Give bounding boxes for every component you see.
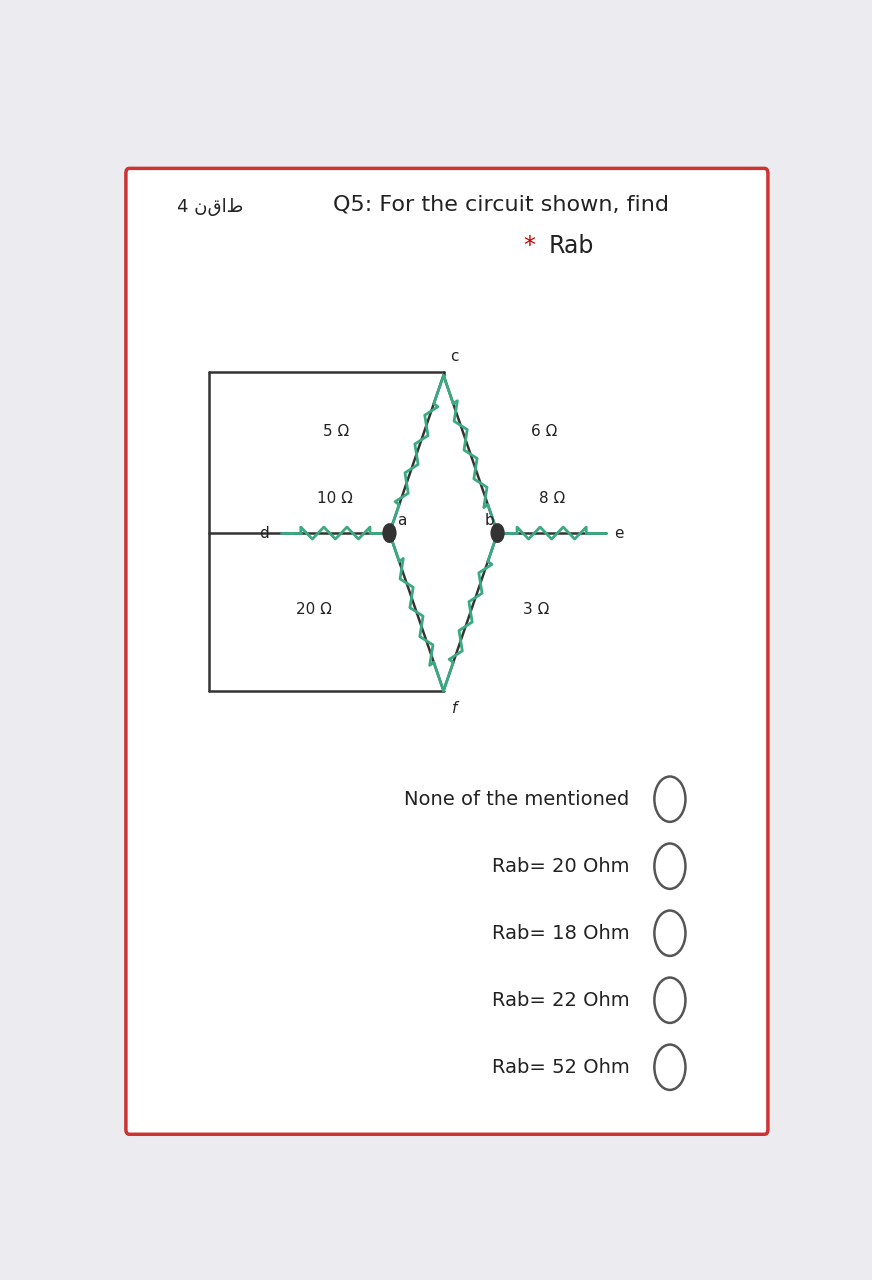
Text: Q5: For the circuit shown, find: Q5: For the circuit shown, find: [333, 195, 669, 215]
Text: 3 Ω: 3 Ω: [522, 603, 549, 617]
Text: d: d: [259, 526, 269, 540]
Text: f: f: [452, 700, 457, 716]
Circle shape: [384, 525, 396, 541]
Text: e: e: [614, 526, 623, 540]
FancyBboxPatch shape: [126, 169, 768, 1134]
Text: b: b: [485, 513, 494, 529]
Text: Rab= 22 Ohm: Rab= 22 Ohm: [492, 991, 630, 1010]
Circle shape: [492, 525, 504, 541]
Text: 5 Ω: 5 Ω: [323, 424, 349, 439]
Text: Rab= 52 Ohm: Rab= 52 Ohm: [492, 1057, 630, 1076]
Text: Rab: Rab: [548, 234, 594, 259]
Text: Rab= 18 Ohm: Rab= 18 Ohm: [492, 924, 630, 942]
Text: 10 Ω: 10 Ω: [317, 492, 353, 507]
Text: Rab= 20 Ohm: Rab= 20 Ohm: [492, 856, 630, 876]
Text: a: a: [398, 513, 407, 529]
Text: 6 Ω: 6 Ω: [531, 424, 558, 439]
Text: *: *: [523, 234, 535, 259]
Text: None of the mentioned: None of the mentioned: [404, 790, 630, 809]
Text: 8 Ω: 8 Ω: [539, 492, 565, 507]
Text: c: c: [450, 348, 459, 364]
Text: 20 Ω: 20 Ω: [296, 603, 332, 617]
Text: 4 نقاط: 4 نقاط: [176, 198, 243, 216]
